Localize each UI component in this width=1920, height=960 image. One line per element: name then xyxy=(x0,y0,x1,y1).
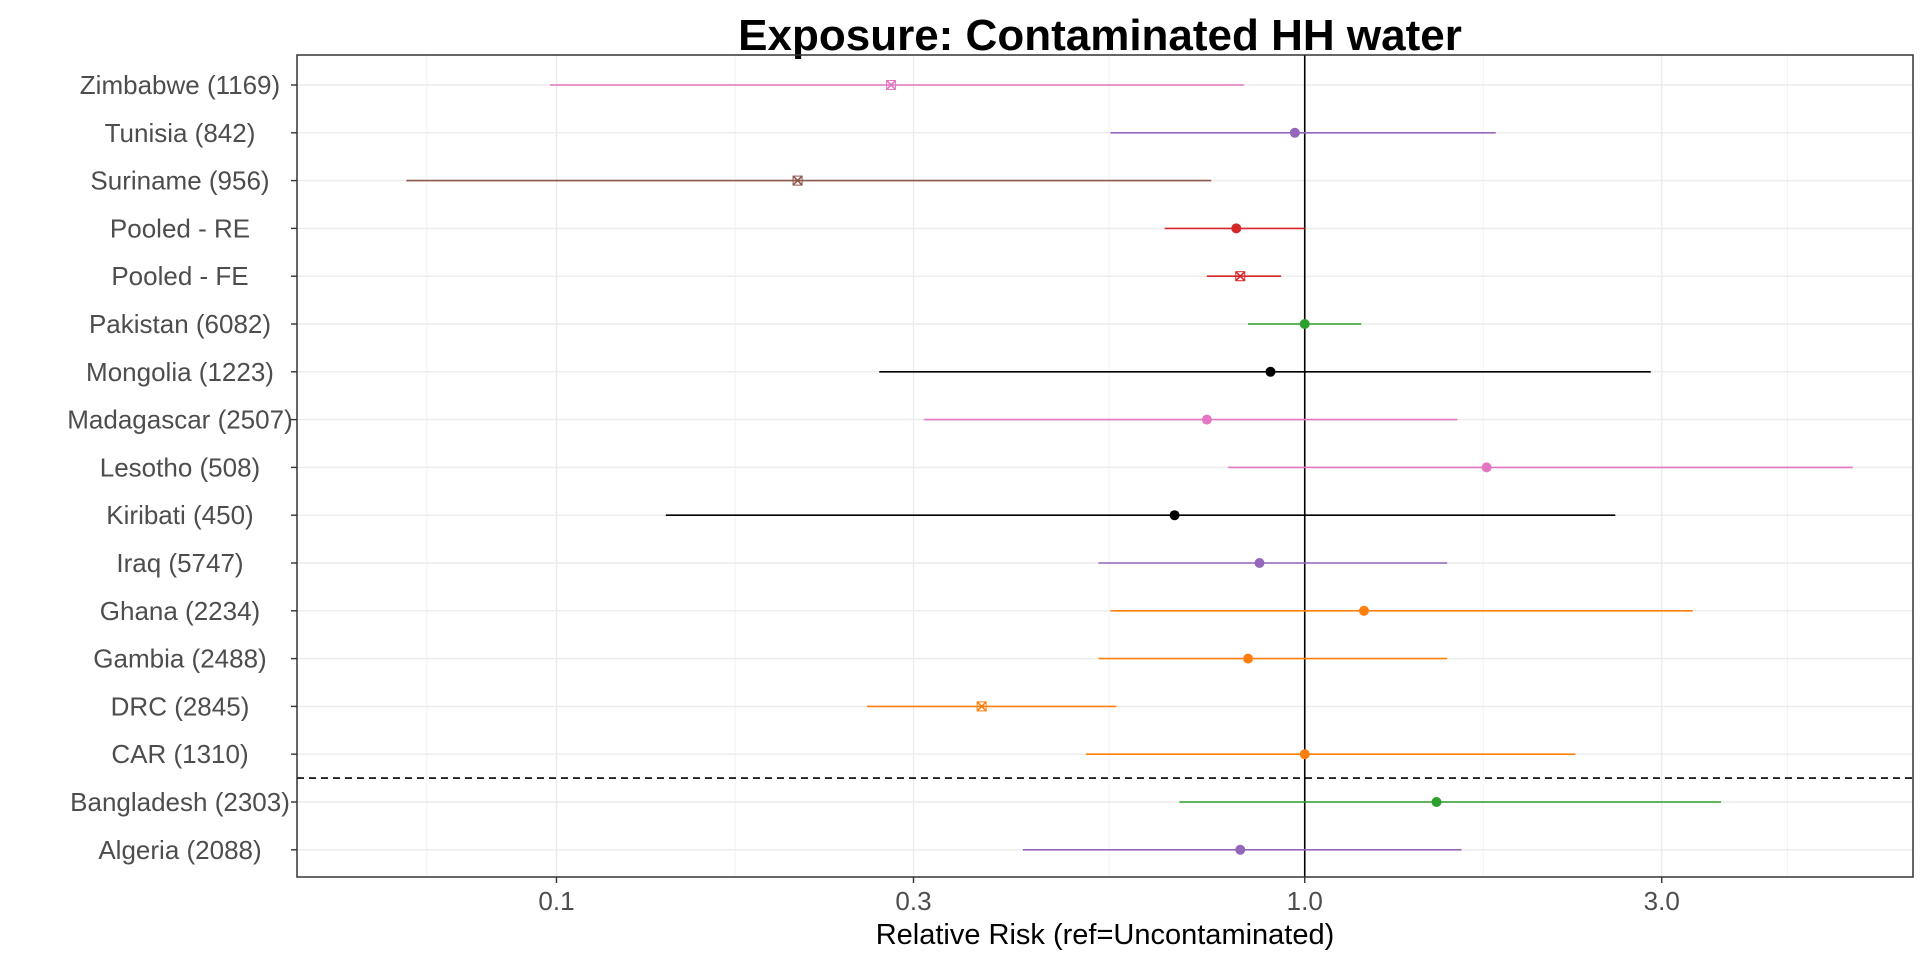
row-label: Mongolia (1223) xyxy=(86,357,274,387)
row-label: DRC (2845) xyxy=(111,691,250,721)
point-estimate xyxy=(1235,844,1246,855)
row-label: Tunisia (842) xyxy=(105,118,256,148)
x-tick-label: 3.0 xyxy=(1644,886,1680,916)
row-label: Gambia (2488) xyxy=(93,644,266,674)
estimates xyxy=(406,79,1853,855)
point-estimate xyxy=(1289,127,1300,138)
row-label: Iraq (5747) xyxy=(116,548,243,578)
row-label: Ghana (2234) xyxy=(100,596,260,626)
x-tick-label: 1.0 xyxy=(1287,886,1323,916)
point-estimate xyxy=(1169,510,1180,521)
row-label: Madagascar (2507) xyxy=(67,405,292,435)
chart-title: Exposure: Contaminated HH water xyxy=(738,11,1462,60)
point-estimate xyxy=(1431,797,1442,807)
point-estimate-cross xyxy=(886,79,897,91)
row-label: Pakistan (6082) xyxy=(89,309,271,339)
point-estimate xyxy=(1299,319,1310,329)
row-label: Pooled - FE xyxy=(111,261,248,291)
row-label: CAR (1310) xyxy=(111,739,248,769)
row-label: Suriname (956) xyxy=(90,166,269,196)
row-labels: Zimbabwe (1169) Tunisia (842) Suriname (95… xyxy=(67,70,297,865)
row-label: Algeria (2088) xyxy=(98,835,261,865)
x-axis-label: Relative Risk (ref=Uncontaminated) xyxy=(876,919,1335,951)
point-estimate-cross xyxy=(1235,271,1246,282)
point-estimate-cross xyxy=(792,175,803,186)
panel-border xyxy=(296,54,1914,878)
point-estimate xyxy=(1243,653,1254,664)
point-estimate xyxy=(1265,366,1276,377)
point-estimate xyxy=(1358,605,1369,616)
x-tick-label: 0.3 xyxy=(895,886,931,916)
point-estimate-cross xyxy=(976,701,987,712)
x-tick-label: 0.1 xyxy=(538,886,574,916)
row-label: Pooled - RE xyxy=(110,213,250,243)
row-label: Bangladesh (2303) xyxy=(70,787,290,817)
point-estimate xyxy=(1201,414,1212,425)
row-label: Kiribati (450) xyxy=(106,500,253,530)
point-estimate xyxy=(1254,558,1265,568)
point-estimate xyxy=(1299,749,1310,760)
row-label: Lesotho (508) xyxy=(100,452,260,482)
point-estimate xyxy=(1481,462,1492,473)
x-axis-ticks: 0.1 0.3 1.0 3.0 xyxy=(538,877,1680,916)
point-estimate xyxy=(1231,223,1242,234)
row-label: Zimbabwe (1169) xyxy=(80,70,280,100)
